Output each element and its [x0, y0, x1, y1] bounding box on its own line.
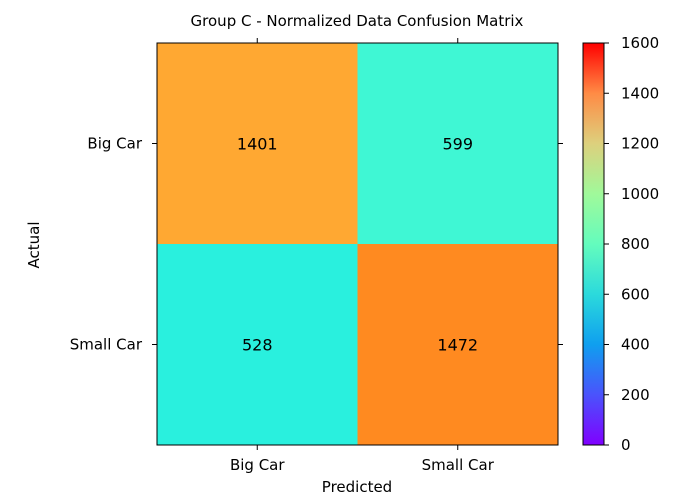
- colorbar-tick-label: 1400: [621, 84, 659, 102]
- cell-value-label: 1401: [237, 135, 278, 154]
- y-tick-label: Big Car: [87, 135, 142, 153]
- x-axis: Big Car Small Car: [230, 38, 495, 474]
- colorbar-tick-label: 1200: [621, 135, 659, 153]
- x-tick-label: Big Car: [230, 456, 285, 474]
- y-tick-label: Small Car: [70, 336, 143, 354]
- colorbar-gradient: [582, 42, 605, 446]
- heatmap-cells: 1401 599 528 1472: [157, 43, 558, 445]
- cell-value-label: 599: [442, 135, 473, 154]
- y-axis: Big Car Small Car: [70, 135, 563, 354]
- y-axis-label: Actual: [25, 222, 43, 269]
- colorbar-tick-label: 0: [621, 436, 631, 454]
- colorbar-tick-label: 200: [621, 386, 650, 404]
- plot-frame: [156, 42, 559, 446]
- heatmap-cell: [357, 43, 558, 244]
- colorbar-tick-label: 1000: [621, 185, 659, 203]
- colorbar-ticks: 0 200 400 600 800 1000 1200 1400 1600: [604, 34, 659, 454]
- heatmap-cell: [357, 244, 558, 445]
- colorbar: 0 200 400 600 800 1000 1200 1400 1600: [582, 34, 659, 454]
- x-tick-label: Small Car: [422, 456, 495, 474]
- colorbar-tick-label: 800: [621, 235, 650, 253]
- heatmap-cell: [157, 244, 358, 445]
- chart-title: Group C - Normalized Data Confusion Matr…: [191, 12, 524, 30]
- cell-value-label: 1472: [437, 336, 478, 355]
- colorbar-tick-label: 1600: [621, 34, 659, 52]
- colorbar-tick-label: 600: [621, 285, 650, 303]
- cell-value-label: 528: [242, 336, 273, 355]
- colorbar-tick-label: 400: [621, 336, 650, 354]
- heatmap-cell: [157, 43, 358, 244]
- x-axis-label: Predicted: [322, 478, 392, 496]
